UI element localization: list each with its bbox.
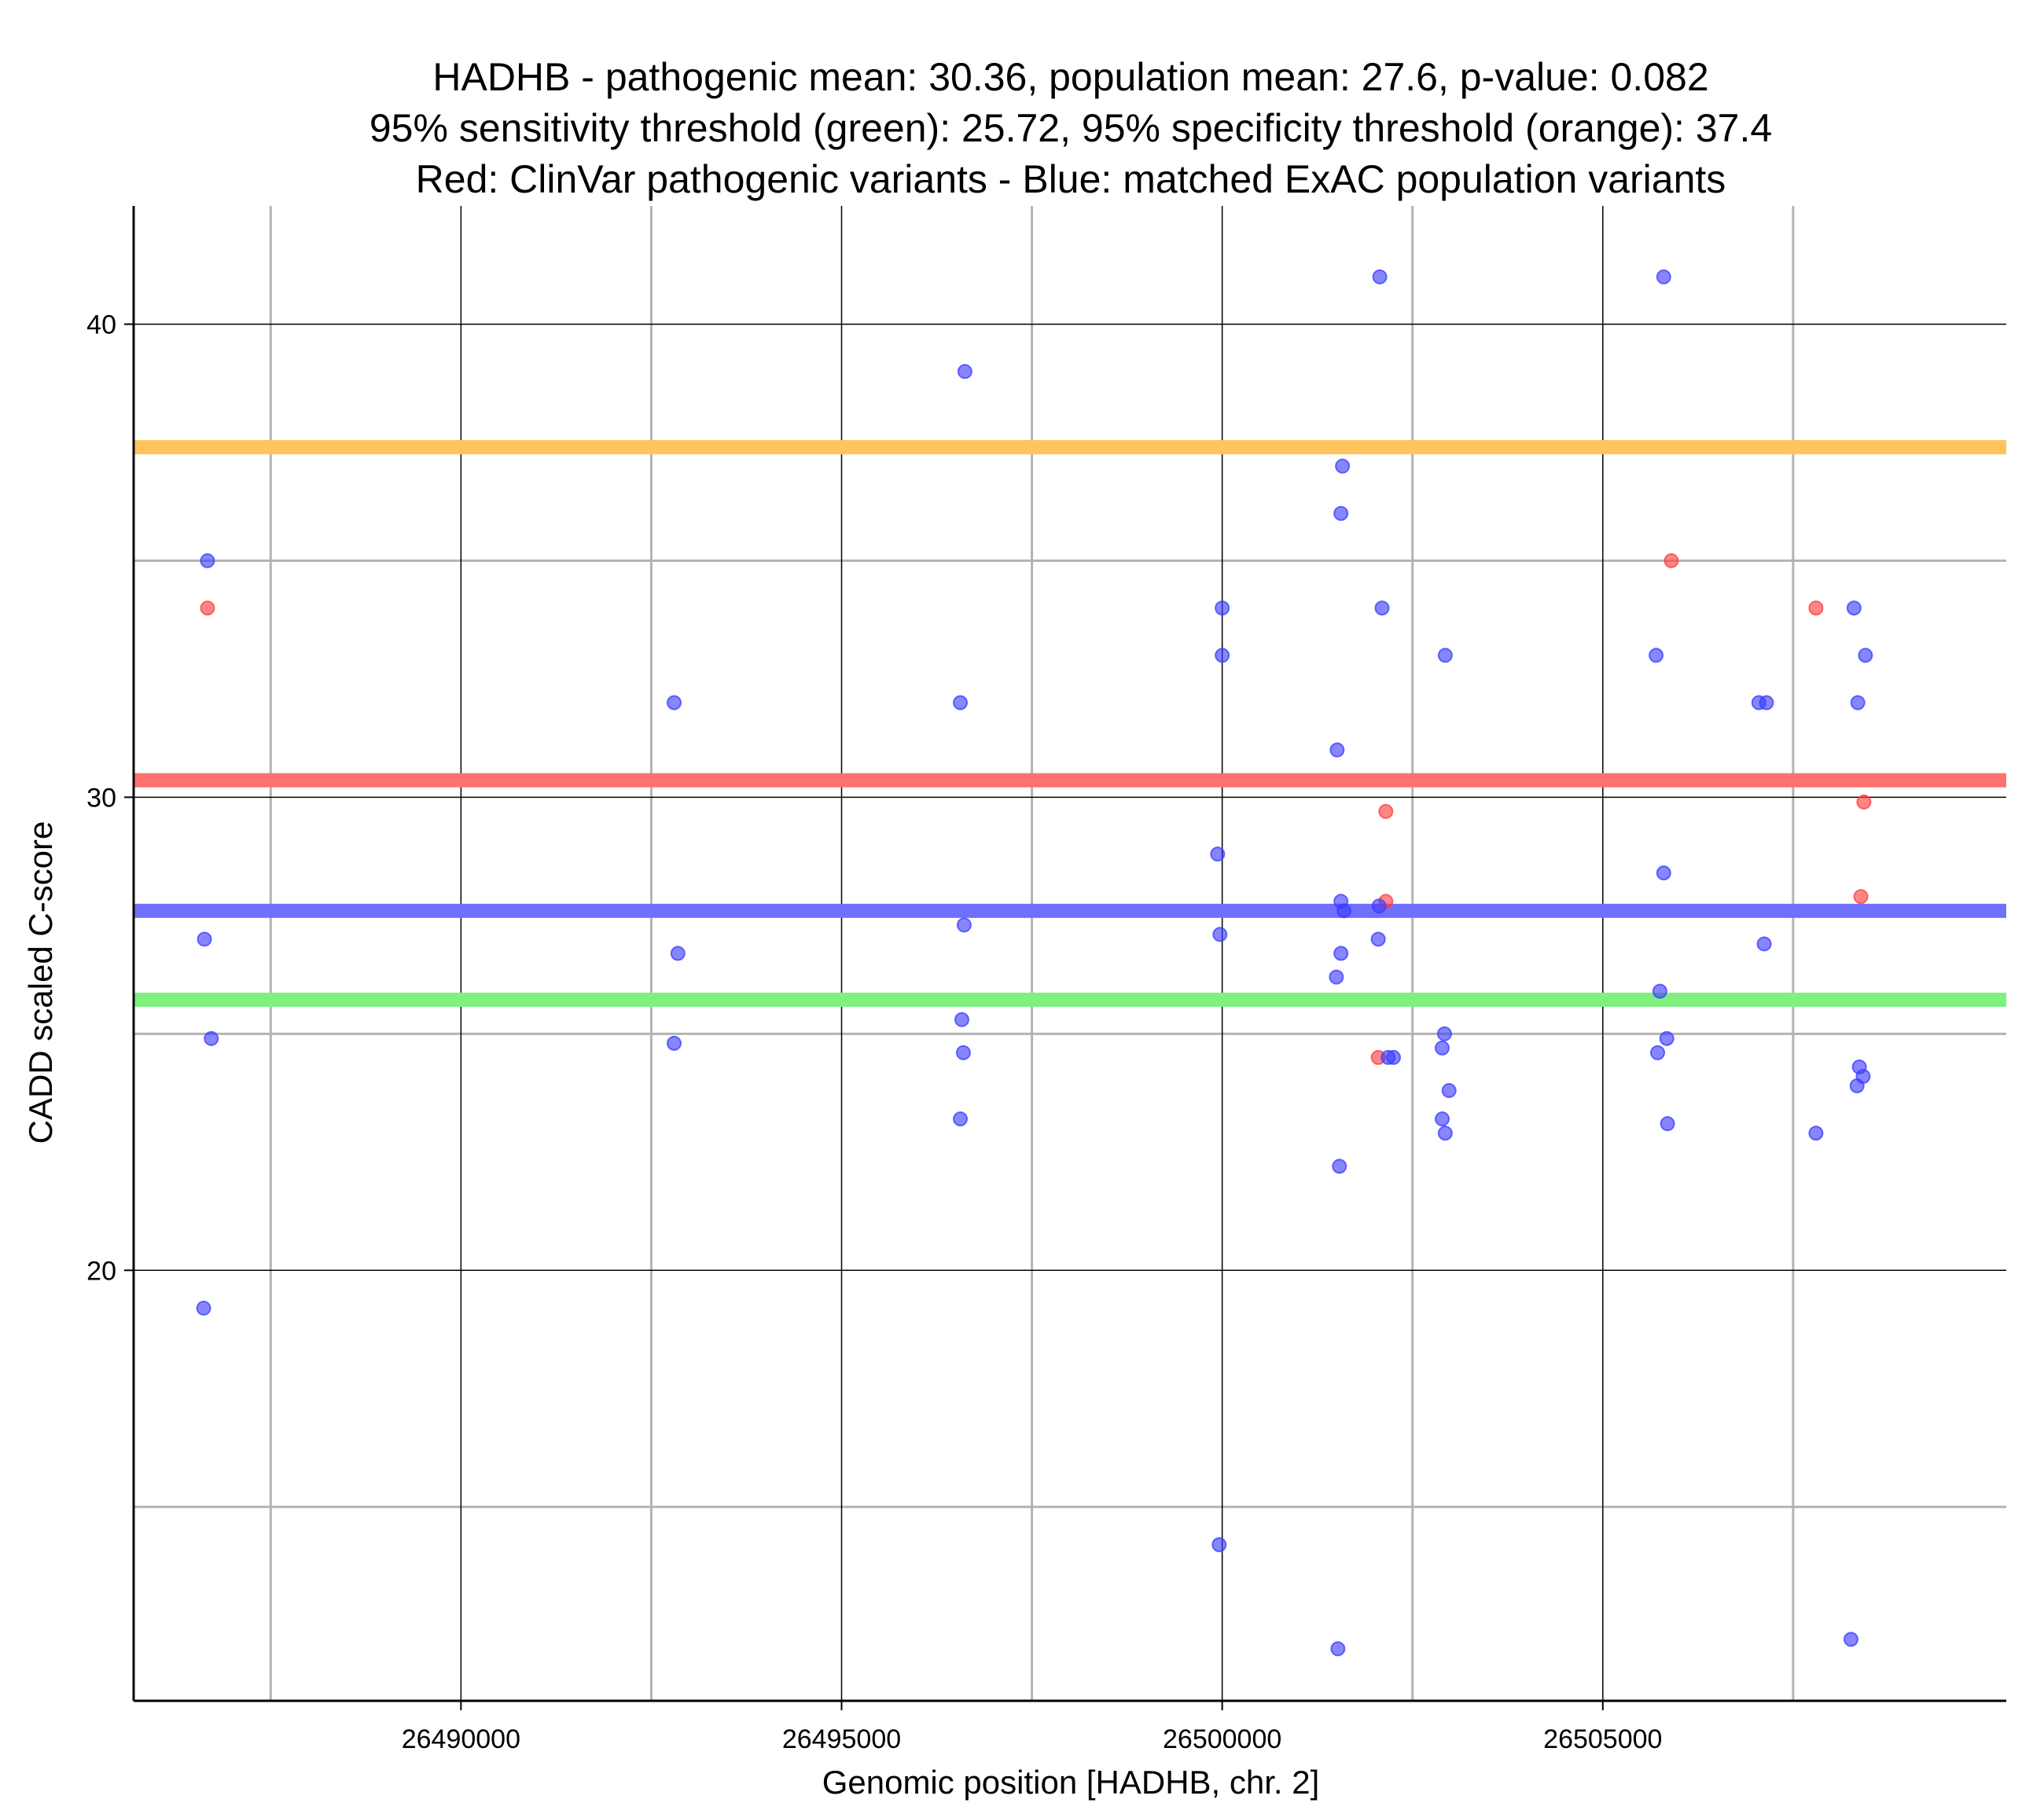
population-point [1656, 865, 1671, 881]
reference-lines [134, 439, 2006, 1007]
population-point [1335, 458, 1351, 474]
x-tick-label: 26500000 [1163, 1724, 1281, 1754]
grid [134, 206, 2006, 1701]
population-point [1210, 846, 1226, 862]
population-point [1434, 1111, 1450, 1127]
population-point [1659, 1030, 1675, 1046]
population-point [1374, 600, 1390, 616]
population-point [1333, 946, 1349, 961]
population-point [1660, 1116, 1675, 1132]
title-line-3: Red: ClinVar pathogenic variants - Blue:… [416, 157, 1726, 201]
population-point [956, 917, 972, 933]
population-point [953, 1111, 969, 1127]
population-point [1215, 648, 1230, 663]
axes [132, 206, 2006, 1702]
population-point [1212, 927, 1228, 942]
population-point [1436, 1026, 1452, 1041]
title-line-1: HADHB - pathogenic mean: 30.36, populati… [432, 55, 1708, 99]
population-point [670, 946, 686, 961]
population-point [1437, 1125, 1453, 1141]
population-point [196, 1300, 211, 1316]
population-point [1650, 1045, 1666, 1060]
y-tick-label: 30 [86, 783, 116, 813]
population-point [666, 695, 682, 711]
pathogenic-point [1378, 803, 1394, 819]
population-point [197, 931, 212, 947]
pathogenic-point [1853, 889, 1869, 905]
population-point [204, 1030, 219, 1046]
population-point [954, 1012, 970, 1027]
x-tick-label: 26490000 [402, 1724, 520, 1754]
y-tick-label: 20 [86, 1256, 116, 1286]
population-point [957, 364, 972, 380]
population-point [1652, 983, 1667, 999]
y-tick-label: 40 [86, 310, 116, 340]
population-point [1372, 269, 1388, 285]
population-point [1437, 648, 1453, 663]
title-line-2: 95% sensitivity threshold (green): 25.72… [369, 106, 1772, 150]
data-points [196, 269, 1873, 1657]
population-point [953, 695, 969, 711]
population-point [1850, 695, 1866, 711]
population-point [666, 1035, 682, 1051]
population-point [1649, 648, 1664, 663]
population-point [1332, 1159, 1347, 1174]
y-axis-label: CADD scaled C-score [22, 821, 59, 1144]
population-point [1858, 648, 1873, 663]
population-point [1215, 600, 1230, 616]
population-point [955, 1045, 971, 1060]
population-point [1756, 936, 1772, 952]
population-point [1441, 1083, 1457, 1099]
population-point [1843, 1632, 1858, 1647]
population-point [1808, 1125, 1824, 1141]
population-point [1371, 898, 1387, 914]
x-tick-label: 26495000 [782, 1724, 901, 1754]
pathogenic-point [1664, 553, 1679, 568]
population-point [1329, 969, 1344, 985]
population-point [1656, 269, 1671, 285]
x-tick-label: 26505000 [1543, 1724, 1662, 1754]
tick-labels: 26490000 26495000 26500000 26505000 20 30 40 [86, 310, 1662, 1754]
population-point [1846, 600, 1862, 616]
population-point [1386, 1049, 1402, 1065]
population-point [1336, 903, 1352, 919]
population-point [1759, 695, 1774, 711]
population-point [1434, 1040, 1450, 1056]
population-point [200, 553, 215, 568]
population-point [1849, 1078, 1865, 1094]
chart-title: HADHB - pathogenic mean: 30.36, populati… [369, 55, 1772, 201]
population-point [1211, 1537, 1227, 1552]
population-point [1333, 505, 1349, 521]
pathogenic-point [1856, 794, 1872, 810]
pathogenic-point [1808, 600, 1824, 616]
population-point [1370, 931, 1386, 947]
population-point [1329, 742, 1345, 758]
x-axis-label: Genomic position [HADHB, chr. 2] [822, 1764, 1320, 1801]
population-point [1330, 1641, 1346, 1657]
pathogenic-point [200, 600, 215, 616]
